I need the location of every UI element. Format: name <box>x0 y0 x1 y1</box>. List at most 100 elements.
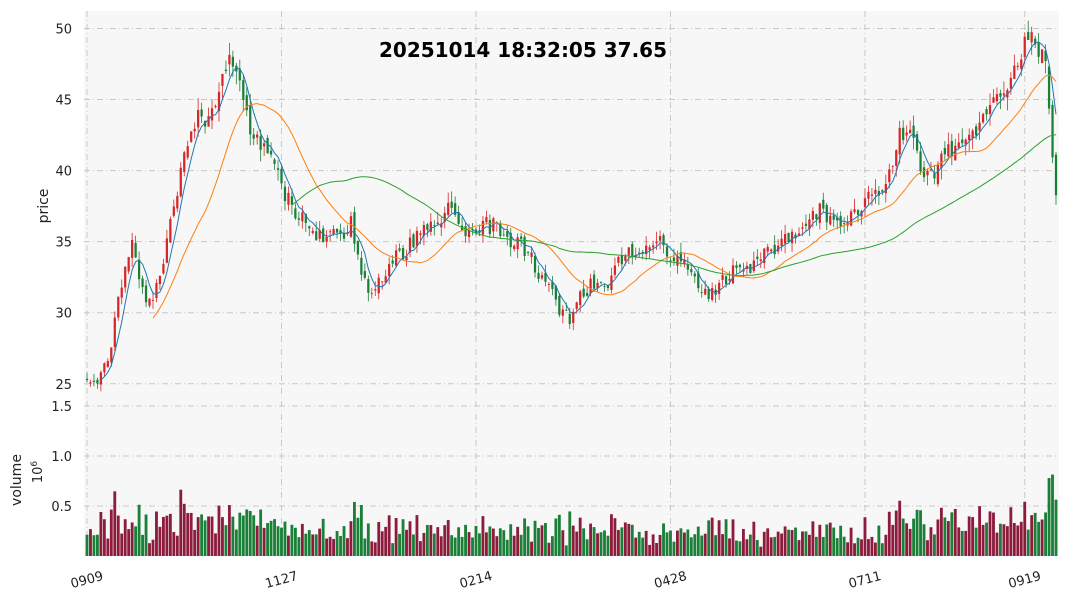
volume-bar <box>287 535 290 556</box>
candle-body <box>224 69 228 72</box>
candle-body <box>193 128 196 132</box>
candle-body <box>717 282 721 294</box>
volume-bar <box>307 530 311 556</box>
candle <box>756 249 759 267</box>
candle <box>836 212 839 230</box>
candle <box>488 214 492 238</box>
volume-bar <box>860 539 863 556</box>
volume-bar <box>453 537 457 556</box>
volume-bar <box>505 539 509 556</box>
volume-bar <box>391 543 395 556</box>
candle <box>1034 35 1037 49</box>
volume-bar <box>370 541 374 556</box>
candle <box>328 229 332 242</box>
volume-bar <box>967 516 971 556</box>
ma-line-2 <box>152 74 1057 319</box>
volume-bar <box>540 525 544 556</box>
candle <box>592 270 596 293</box>
volume-bar <box>891 524 895 556</box>
volume-bar <box>738 541 742 556</box>
candle-body <box>172 206 175 216</box>
volume-bar <box>373 542 377 556</box>
candle <box>988 93 992 126</box>
candle-body <box>985 109 988 115</box>
candle <box>450 191 453 214</box>
volume-axis-label: volume <box>9 454 25 506</box>
volume-bar <box>457 527 461 556</box>
volume-bar <box>978 506 982 556</box>
candle <box>947 132 950 160</box>
candle <box>263 140 266 156</box>
candle-body <box>940 153 943 168</box>
candle <box>971 128 974 150</box>
volume-bar <box>314 534 318 556</box>
volume-bar <box>610 514 613 556</box>
candle <box>537 265 540 283</box>
volume-bar <box>637 531 641 556</box>
candle-body <box>811 210 815 220</box>
volume-bar <box>887 511 891 556</box>
volume-tick-label: 1.0 <box>51 450 72 465</box>
candle-body <box>599 282 603 283</box>
candle <box>1027 20 1030 40</box>
candle-body <box>651 245 655 248</box>
candle <box>367 275 370 302</box>
candle-body <box>669 260 672 262</box>
candle <box>269 142 273 158</box>
candle <box>224 60 228 75</box>
volume-bar <box>248 511 252 556</box>
volume-bar <box>672 541 676 556</box>
candle <box>853 198 856 215</box>
volume-bar <box>933 534 936 556</box>
volume-bar <box>794 527 797 556</box>
candle-body <box>89 382 92 384</box>
volume-bar <box>259 509 263 556</box>
candle-body <box>301 212 304 222</box>
candle-body <box>572 311 575 323</box>
volume-bar <box>908 528 912 556</box>
volume-bar <box>405 529 408 556</box>
candle-body <box>513 245 516 250</box>
candle <box>124 266 127 293</box>
candle <box>697 267 700 293</box>
candle <box>440 217 443 237</box>
candle-body <box>575 302 578 309</box>
volume-bar <box>300 523 304 556</box>
candlesticks <box>85 20 1058 392</box>
candle-body <box>586 292 589 296</box>
volume-bar <box>512 535 516 556</box>
candle-body <box>328 231 332 233</box>
candle-body <box>888 169 891 183</box>
candle-body <box>144 285 148 303</box>
volume-bar <box>707 520 711 556</box>
volume-bar <box>89 529 92 556</box>
volume-bar <box>839 525 843 556</box>
candle <box>144 279 148 308</box>
volume-bar <box>623 522 627 556</box>
candle-body <box>995 94 999 102</box>
candle <box>304 213 307 233</box>
candle <box>85 372 89 383</box>
volume-bar <box>200 514 204 556</box>
volume-bar <box>85 534 89 556</box>
candle-body <box>992 97 995 103</box>
candle-body <box>526 252 530 253</box>
volume-bar <box>790 530 794 556</box>
volume-bar <box>721 534 724 556</box>
candle-body <box>388 263 391 277</box>
candle <box>943 141 946 162</box>
candle <box>165 229 169 264</box>
volume-bar <box>992 512 995 556</box>
volume-bar <box>1026 529 1030 556</box>
volume-bar <box>193 529 197 556</box>
candle-body <box>360 257 363 275</box>
volume-bar <box>773 536 777 556</box>
volume-bar <box>387 515 391 556</box>
candle <box>415 226 419 253</box>
candle-body <box>568 313 571 325</box>
x-tick-label: 0711 <box>847 569 883 592</box>
candle <box>273 157 276 170</box>
volume-bar <box>766 528 770 556</box>
candle-body <box>843 222 846 224</box>
candle-body <box>141 278 144 288</box>
